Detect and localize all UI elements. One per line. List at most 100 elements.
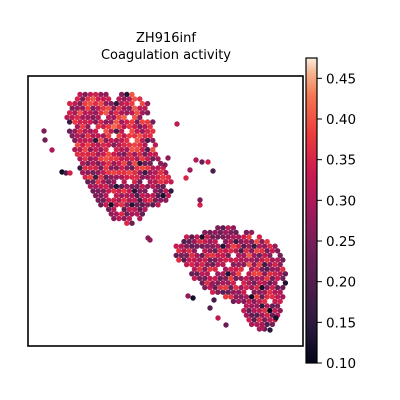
data-point xyxy=(202,275,208,282)
data-point xyxy=(248,294,255,300)
data-point xyxy=(194,234,200,240)
data-point xyxy=(95,169,101,176)
data-point xyxy=(118,156,125,162)
data-point xyxy=(272,271,278,277)
data-point xyxy=(246,298,252,305)
data-point xyxy=(87,91,94,98)
data-point xyxy=(142,142,148,148)
data-point xyxy=(144,174,151,180)
data-point xyxy=(121,188,127,194)
data-point xyxy=(209,261,216,268)
points-layer xyxy=(41,91,289,333)
data-point xyxy=(264,248,270,254)
data-point xyxy=(105,179,112,185)
data-point xyxy=(267,327,273,333)
data-point xyxy=(77,128,83,134)
data-point xyxy=(77,91,83,98)
data-point xyxy=(152,197,159,203)
data-point xyxy=(108,110,114,116)
data-point xyxy=(152,188,159,194)
data-point xyxy=(134,146,140,153)
data-point xyxy=(147,179,153,185)
data-point xyxy=(95,179,101,185)
data-point xyxy=(230,271,237,277)
data-point xyxy=(272,298,278,305)
data-point xyxy=(243,238,250,245)
data-point xyxy=(267,307,273,314)
data-point xyxy=(183,175,189,181)
data-point xyxy=(150,192,156,199)
data-point xyxy=(197,197,203,203)
data-point xyxy=(74,123,81,130)
data-point xyxy=(204,271,211,277)
data-point xyxy=(90,114,96,121)
colorbar-tick-label: 0.10 xyxy=(326,356,356,372)
data-point xyxy=(103,174,109,180)
data-point xyxy=(189,243,195,249)
data-point xyxy=(95,151,101,157)
data-point xyxy=(150,202,156,208)
data-point xyxy=(246,252,252,259)
data-point xyxy=(273,315,279,321)
data-point xyxy=(194,243,200,249)
data-point xyxy=(98,156,104,162)
data-point xyxy=(217,284,224,291)
data-point xyxy=(248,312,255,318)
data-point xyxy=(225,225,231,231)
data-point xyxy=(118,211,125,217)
data-point xyxy=(111,179,117,185)
data-point xyxy=(126,133,133,139)
data-point xyxy=(163,197,169,203)
data-point xyxy=(137,133,143,139)
data-point xyxy=(103,146,109,153)
data-point xyxy=(116,123,122,130)
data-point xyxy=(241,280,247,286)
data-point xyxy=(121,215,127,222)
data-point xyxy=(90,105,96,111)
data-point xyxy=(103,202,109,208)
data-point xyxy=(137,96,143,102)
data-point xyxy=(98,183,104,190)
colorbar-gradient xyxy=(305,57,318,364)
data-point xyxy=(222,248,229,254)
data-point xyxy=(90,133,96,139)
data-point xyxy=(248,275,255,282)
data-point xyxy=(92,192,99,199)
data-point xyxy=(222,294,229,300)
data-point xyxy=(111,105,117,111)
data-point xyxy=(220,252,226,259)
data-point xyxy=(220,234,226,240)
data-point xyxy=(105,169,112,176)
data-point xyxy=(103,183,109,190)
data-point xyxy=(144,119,151,125)
data-point xyxy=(191,266,198,272)
data-point xyxy=(272,261,278,268)
data-point xyxy=(142,188,148,194)
data-point xyxy=(243,248,250,254)
data-point xyxy=(204,261,211,268)
data-point xyxy=(225,271,231,277)
data-point xyxy=(202,238,208,245)
data-point xyxy=(85,179,91,185)
data-point xyxy=(178,252,185,259)
data-point xyxy=(116,96,122,102)
data-point xyxy=(95,188,101,194)
data-point xyxy=(277,271,283,277)
data-point xyxy=(79,105,86,111)
data-point xyxy=(116,133,122,139)
data-point xyxy=(111,123,117,130)
data-point xyxy=(222,257,229,263)
data-point xyxy=(183,252,190,259)
chart-title: ZH916inf xyxy=(136,31,196,46)
data-point xyxy=(85,169,91,176)
data-point xyxy=(121,197,127,203)
data-point xyxy=(189,271,195,277)
data-point xyxy=(246,234,252,240)
data-point xyxy=(176,257,182,263)
data-point xyxy=(212,266,218,272)
data-point xyxy=(225,243,231,249)
data-point xyxy=(147,133,153,139)
data-point xyxy=(246,317,252,323)
data-point xyxy=(118,183,125,190)
data-point xyxy=(267,243,273,249)
